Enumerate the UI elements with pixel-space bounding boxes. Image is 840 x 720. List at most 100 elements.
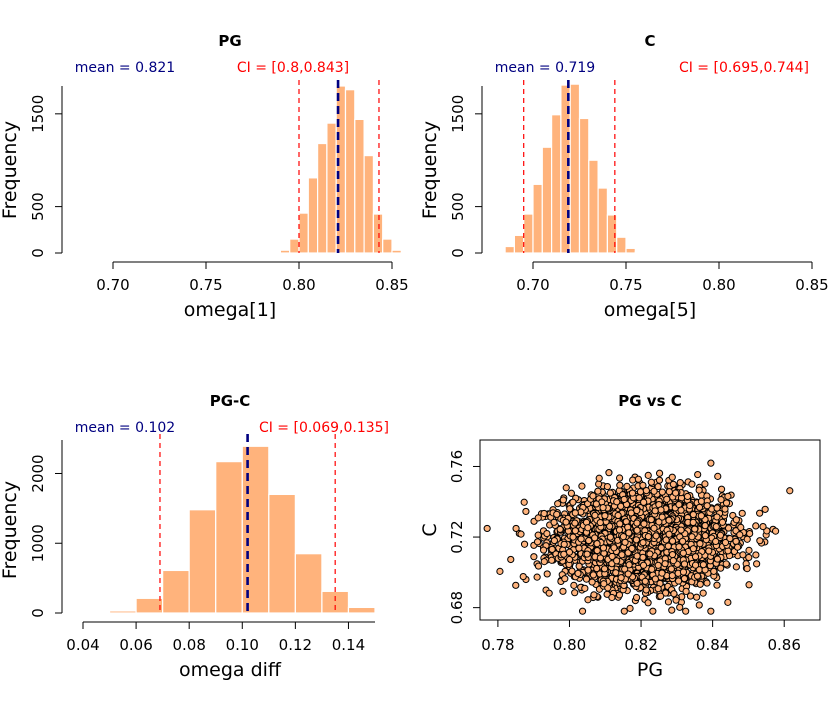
scatter-point: [668, 550, 677, 559]
scatter-point: [652, 532, 660, 540]
scatter-point: [560, 550, 568, 558]
scatter-point: [707, 607, 715, 615]
scatter-point: [675, 543, 683, 551]
histogram-bar: [550, 114, 562, 254]
scatter-point: [639, 481, 647, 489]
scatter-point: [691, 525, 699, 533]
scatter-point: [644, 532, 652, 541]
x-tick-label: 0.10: [226, 636, 259, 654]
scatter-point: [664, 598, 673, 606]
scatter-point: [712, 537, 720, 546]
scatter-point: [716, 531, 725, 539]
y-tick-label: 0: [29, 248, 47, 258]
scatter-point: [689, 510, 697, 519]
x-tick-label: 0.70: [516, 276, 549, 294]
scatter-point: [612, 569, 620, 577]
x-ticks-pg-vs-c: 0.78 0.80 0.82 0.84 0.86: [481, 620, 801, 654]
y-ticks-c: 0 500 1500: [449, 95, 482, 258]
scatter-point: [556, 525, 564, 533]
scatter-point: [548, 545, 556, 553]
scatter-point: [654, 585, 662, 593]
scatter-point: [519, 572, 527, 581]
scatter-point: [752, 522, 760, 530]
scatter-point: [707, 459, 715, 467]
scatter-point: [540, 509, 548, 518]
scatter-point: [677, 526, 685, 534]
x-tick-label: 0.75: [189, 276, 222, 294]
scatter-point: [714, 472, 722, 480]
scatter-point: [650, 487, 658, 495]
scatter-point: [665, 516, 673, 524]
scatter-point: [640, 520, 648, 528]
scatter-point: [591, 534, 599, 542]
scatter-point: [620, 607, 628, 615]
scatter-point: [582, 575, 591, 583]
histogram-bar: [108, 610, 137, 614]
scatter-point: [745, 546, 753, 554]
scatter-point: [663, 495, 671, 503]
chart-title-pg-vs-c: PG vs C: [618, 392, 681, 410]
scatter-point: [669, 557, 677, 565]
scatter-point: [641, 577, 649, 585]
scatter-point: [724, 598, 732, 606]
scatter-point: [534, 562, 543, 570]
scatter-point: [651, 507, 659, 515]
scatter-point: [655, 476, 664, 484]
histogram-bar: [504, 245, 516, 254]
scatter-point: [717, 485, 726, 493]
x-ticks-pg: 0.70 0.75 0.80 0.85: [96, 262, 409, 294]
histogram-bar: [241, 445, 270, 614]
scatter-point: [517, 530, 525, 538]
y-tick-label: 500: [449, 192, 467, 221]
scatter-point: [571, 527, 579, 535]
scatter-point: [658, 488, 666, 496]
scatter-point: [575, 562, 583, 570]
scatter-point: [632, 536, 641, 544]
scatter-point: [644, 599, 652, 607]
scatter-point: [577, 535, 585, 543]
scatter-point: [686, 501, 694, 510]
scatter-point: [618, 551, 626, 559]
scatter-point: [595, 480, 603, 488]
scatter-point: [615, 591, 624, 599]
scatter-point: [759, 522, 767, 531]
scatter-point: [600, 565, 609, 573]
scatter-point: [672, 596, 680, 604]
scatter-point: [705, 547, 713, 555]
y-axis-label-c: Frequency: [419, 121, 441, 219]
x-tick-label: 0.80: [553, 636, 586, 654]
scatter-point: [713, 581, 721, 589]
scatter-point: [595, 474, 603, 482]
scatter-point: [553, 510, 561, 518]
histogram-bar: [513, 234, 525, 254]
x-tick-label: 0.70: [96, 276, 129, 294]
scatter-point: [658, 513, 666, 521]
scatter-point: [662, 536, 670, 544]
histogram-bar: [317, 142, 328, 254]
scatter-point: [699, 561, 707, 569]
panel-pg-vs-c: PG vs C 0.78 0.80 0.82 0.84 0.86 0.68 0.72 0.7…: [419, 392, 821, 681]
scatter-point: [584, 566, 592, 574]
scatter-point: [679, 568, 688, 576]
scatter-point: [619, 533, 627, 541]
scatter-point: [668, 473, 676, 481]
scatter-point: [636, 488, 645, 496]
y-axis-label-pg-vs-c: C: [419, 523, 441, 536]
scatter-point: [596, 518, 604, 527]
x-tick-label: 0.86: [768, 636, 801, 654]
scatter-point: [721, 538, 730, 547]
scatter-point: [691, 553, 700, 561]
scatter-point: [610, 544, 618, 552]
scatter-point: [554, 500, 562, 508]
scatter-point: [559, 496, 567, 504]
scatter-point: [569, 533, 577, 541]
scatter-point: [616, 481, 624, 489]
scatter-point: [680, 560, 689, 568]
scatter-point: [548, 556, 556, 564]
scatter-point: [639, 538, 647, 547]
scatter-point: [633, 506, 641, 515]
scatter-point: [676, 603, 684, 611]
scatter-point: [703, 502, 711, 510]
scatter-point: [701, 532, 709, 540]
scatter-point: [648, 565, 656, 573]
